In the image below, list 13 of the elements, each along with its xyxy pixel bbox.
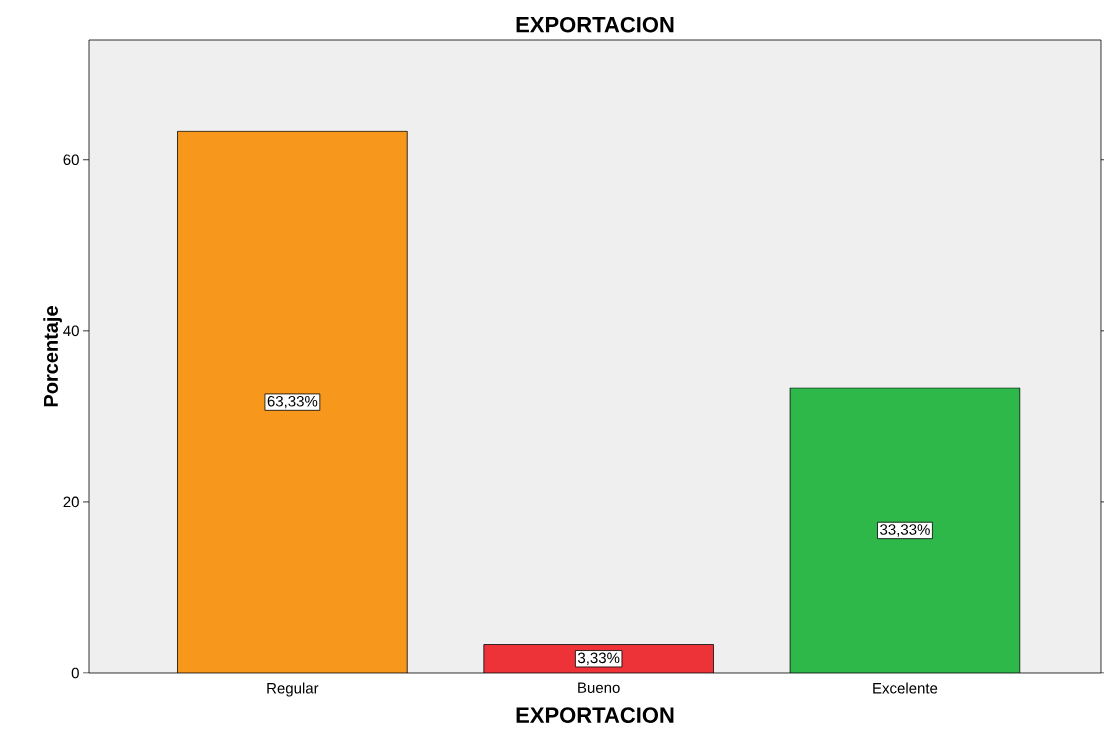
chart-title: EXPORTACION [516,16,674,33]
x-tick-label: Regular [267,682,319,697]
x-tick-label: Bueno [578,682,620,693]
x-tick-label: Excelente [873,682,938,694]
data-label: 63,33% [267,395,318,409]
data-label: 3,33% [577,652,620,665]
y-tick-label: 0 [71,667,79,679]
x-axis-title: EXPORTACION [516,707,674,723]
data-label: 33,33% [880,524,930,537]
y-tick-label: 60 [63,154,79,166]
y-tick-label: 20 [63,496,79,508]
y-axis-title: Porcentaje [43,306,62,407]
y-tick-label: 40 [63,325,79,337]
